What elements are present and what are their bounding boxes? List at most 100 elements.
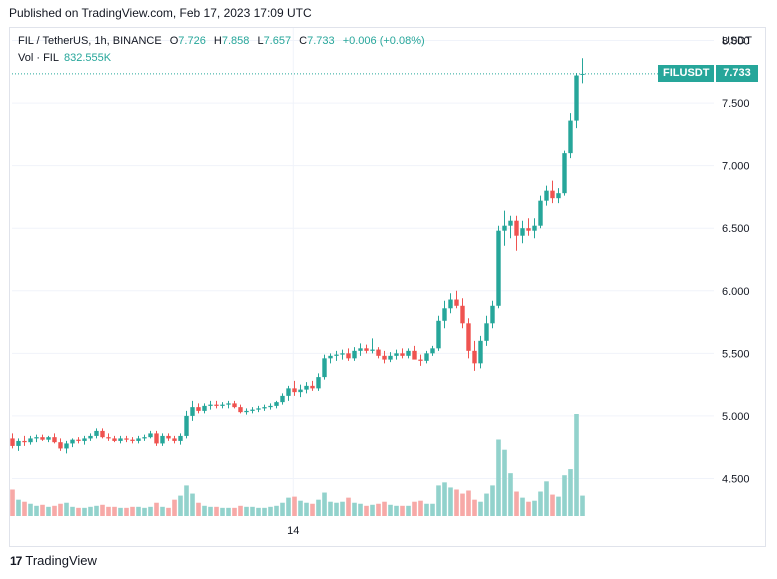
- candle-body: [64, 443, 69, 449]
- open-label: O: [169, 35, 179, 47]
- volume-bar: [52, 505, 57, 516]
- tradingview-brand[interactable]: 17 TradingView: [10, 553, 97, 568]
- volume-bar: [574, 414, 579, 516]
- volume-bar: [58, 503, 63, 516]
- volume-bar: [34, 505, 39, 516]
- y-tick-label: 5.500: [722, 348, 750, 360]
- volume-bar: [190, 493, 195, 516]
- candle-body: [562, 153, 567, 194]
- volume-bar: [430, 503, 435, 516]
- volume-bar: [388, 504, 393, 516]
- candle-body: [430, 348, 435, 354]
- volume-bar: [442, 482, 447, 516]
- grid-lines: [12, 28, 714, 516]
- y-tick-label: 5.000: [722, 411, 750, 423]
- x-tick-label: 14: [287, 525, 299, 537]
- volume-bar: [238, 505, 243, 516]
- volume-bar: [22, 501, 27, 516]
- symbol-label[interactable]: FIL / TetherUS, 1h, BINANCE: [18, 35, 162, 47]
- candle-body: [58, 442, 63, 449]
- candle-body: [70, 439, 75, 444]
- close-label: C: [299, 35, 308, 47]
- volume-bar: [286, 497, 291, 516]
- y-tick-label: 7.500: [722, 98, 750, 110]
- candle-body: [454, 299, 459, 306]
- close-value: 7.733: [307, 35, 335, 47]
- tradingview-logo-icon: 17: [10, 553, 22, 568]
- volume-label: Vol · FIL: [18, 52, 59, 64]
- candle-body: [472, 350, 477, 364]
- candle-body: [544, 190, 549, 201]
- volume-bar: [478, 501, 483, 516]
- volume-bar: [82, 507, 87, 516]
- candle-body: [286, 388, 291, 396]
- volume-bar: [274, 505, 279, 516]
- candle-body: [568, 120, 573, 154]
- volume-bar: [220, 507, 225, 516]
- candle-body: [556, 193, 561, 199]
- volume-bar: [100, 504, 105, 516]
- volume-bar: [16, 499, 21, 516]
- candle-body: [166, 435, 171, 439]
- candle-body: [34, 437, 39, 439]
- candle-body: [52, 437, 57, 443]
- candle-body: [160, 435, 165, 444]
- volume-bar: [160, 506, 165, 516]
- axis-unit-label: USDT: [722, 35, 752, 47]
- volume-bar: [298, 500, 303, 516]
- candle-body: [526, 228, 531, 231]
- y-tick-label: 8.000: [722, 36, 750, 48]
- candle-body: [46, 437, 51, 440]
- candle-body: [196, 407, 201, 411]
- candle-body: [424, 353, 429, 361]
- candle-body: [208, 404, 213, 406]
- volume-bar: [136, 506, 141, 516]
- volume-bar: [460, 493, 465, 516]
- candle-body: [364, 348, 369, 351]
- candle-body: [496, 230, 501, 306]
- candle-body: [178, 435, 183, 441]
- candle-body: [394, 353, 399, 356]
- last-price-tag: 7.733: [716, 65, 758, 83]
- volume-bar: [400, 505, 405, 516]
- volume-bar: [196, 502, 201, 516]
- brand-label: TradingView: [25, 553, 97, 568]
- volume-bar: [70, 506, 75, 516]
- candle-body: [250, 409, 255, 411]
- volume-bar: [436, 485, 441, 516]
- volume-bar: [334, 502, 339, 516]
- volume-bar: [148, 506, 153, 516]
- candle-body: [130, 439, 135, 441]
- volume-bar: [376, 503, 381, 516]
- candle-body: [484, 323, 489, 341]
- candle-body: [298, 389, 303, 393]
- volume-bar: [358, 503, 363, 516]
- volume-bar: [466, 490, 471, 516]
- volume-bar: [412, 501, 417, 516]
- candle-body: [142, 437, 147, 439]
- volume-bar: [268, 506, 273, 516]
- candle-body: [274, 402, 279, 406]
- candle-body: [532, 225, 537, 231]
- candle-body: [508, 220, 513, 226]
- candle-body: [184, 415, 189, 436]
- candle-body: [280, 395, 285, 403]
- volume-bar: [382, 501, 387, 516]
- candle-body: [268, 405, 273, 408]
- volume-bar: [580, 495, 585, 516]
- candle-body: [316, 377, 321, 389]
- candle-body: [226, 403, 231, 405]
- candle-body: [418, 359, 423, 361]
- volume-bar: [280, 502, 285, 516]
- volume-bar: [568, 469, 573, 516]
- candle-body: [466, 323, 471, 351]
- volume-bar: [184, 485, 189, 516]
- candle-body: [400, 353, 405, 356]
- low-value: 7.657: [263, 35, 292, 47]
- volume-bar: [316, 499, 321, 516]
- volume-bar: [226, 507, 231, 516]
- volume-bar: [520, 497, 525, 516]
- candle-body: [340, 353, 345, 355]
- chart-frame: [9, 27, 766, 547]
